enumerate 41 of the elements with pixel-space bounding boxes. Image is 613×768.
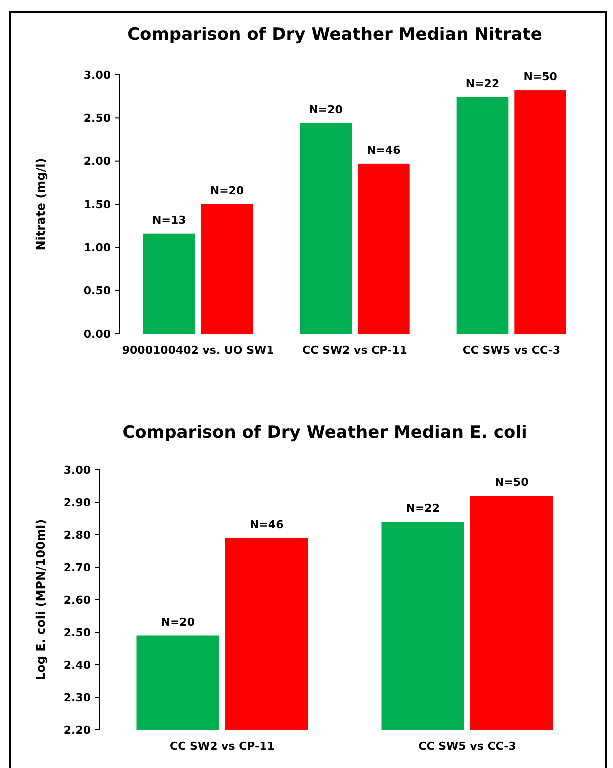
bar xyxy=(144,234,196,334)
x-tick-label: CC SW2 vs CP-11 xyxy=(170,740,275,753)
y-tick-label: 2.20 xyxy=(64,724,92,737)
y-tick-label: 0.00 xyxy=(84,328,112,341)
annotation: N=46 xyxy=(250,518,284,532)
annotation: N=22 xyxy=(406,502,440,515)
y-tick-label: 1.50 xyxy=(84,198,112,212)
chart-title: Comparison of Dry Weather Median Nitrate xyxy=(128,25,542,45)
y-tick-label: 3.00 xyxy=(84,68,112,82)
annotation: N=50 xyxy=(495,476,530,489)
y-tick-label: 2.60 xyxy=(64,594,92,607)
annotation: N=22 xyxy=(466,77,500,90)
y-axis-title: Nitrate (mg/l) xyxy=(34,158,48,251)
annotation: N=20 xyxy=(161,616,196,629)
y-tick-label: 2.40 xyxy=(64,658,92,672)
bar xyxy=(300,123,352,334)
bar xyxy=(514,90,566,334)
x-tick-label: CC SW5 vs CC-3 xyxy=(462,344,561,357)
annotation: N=13 xyxy=(152,214,186,227)
y-tick-label: 2.50 xyxy=(64,626,92,640)
y-axis-title: Log E. coli (MPN/100ml) xyxy=(34,519,48,681)
y-tick-label: 3.00 xyxy=(64,464,92,477)
x-tick-label: 9000100402 vs. UO SW1 xyxy=(122,344,274,357)
annotation: N=20 xyxy=(210,184,244,198)
bar xyxy=(358,164,410,334)
y-tick-label: 2.90 xyxy=(64,496,92,510)
annotation: N=20 xyxy=(309,103,344,116)
bar xyxy=(201,204,254,334)
y-tick-label: 0.50 xyxy=(84,284,112,298)
bar xyxy=(456,97,509,334)
y-tick-label: 2.50 xyxy=(84,112,112,126)
y-tick-label: 1.00 xyxy=(84,242,112,255)
y-tick-label: 2.70 xyxy=(64,561,92,574)
x-tick-label: CC SW2 vs CP-11 xyxy=(302,344,408,357)
y-tick-label: 2.00 xyxy=(84,155,112,168)
y-tick-label: 2.30 xyxy=(64,691,92,704)
annotation: N=50 xyxy=(524,70,558,84)
x-tick-label: CC SW5 vs CC-3 xyxy=(418,740,516,753)
annotation: N=46 xyxy=(367,144,402,157)
chart-title: Comparison of Dry Weather Median E. coli xyxy=(122,423,528,443)
y-tick-label: 2.80 xyxy=(64,528,92,542)
